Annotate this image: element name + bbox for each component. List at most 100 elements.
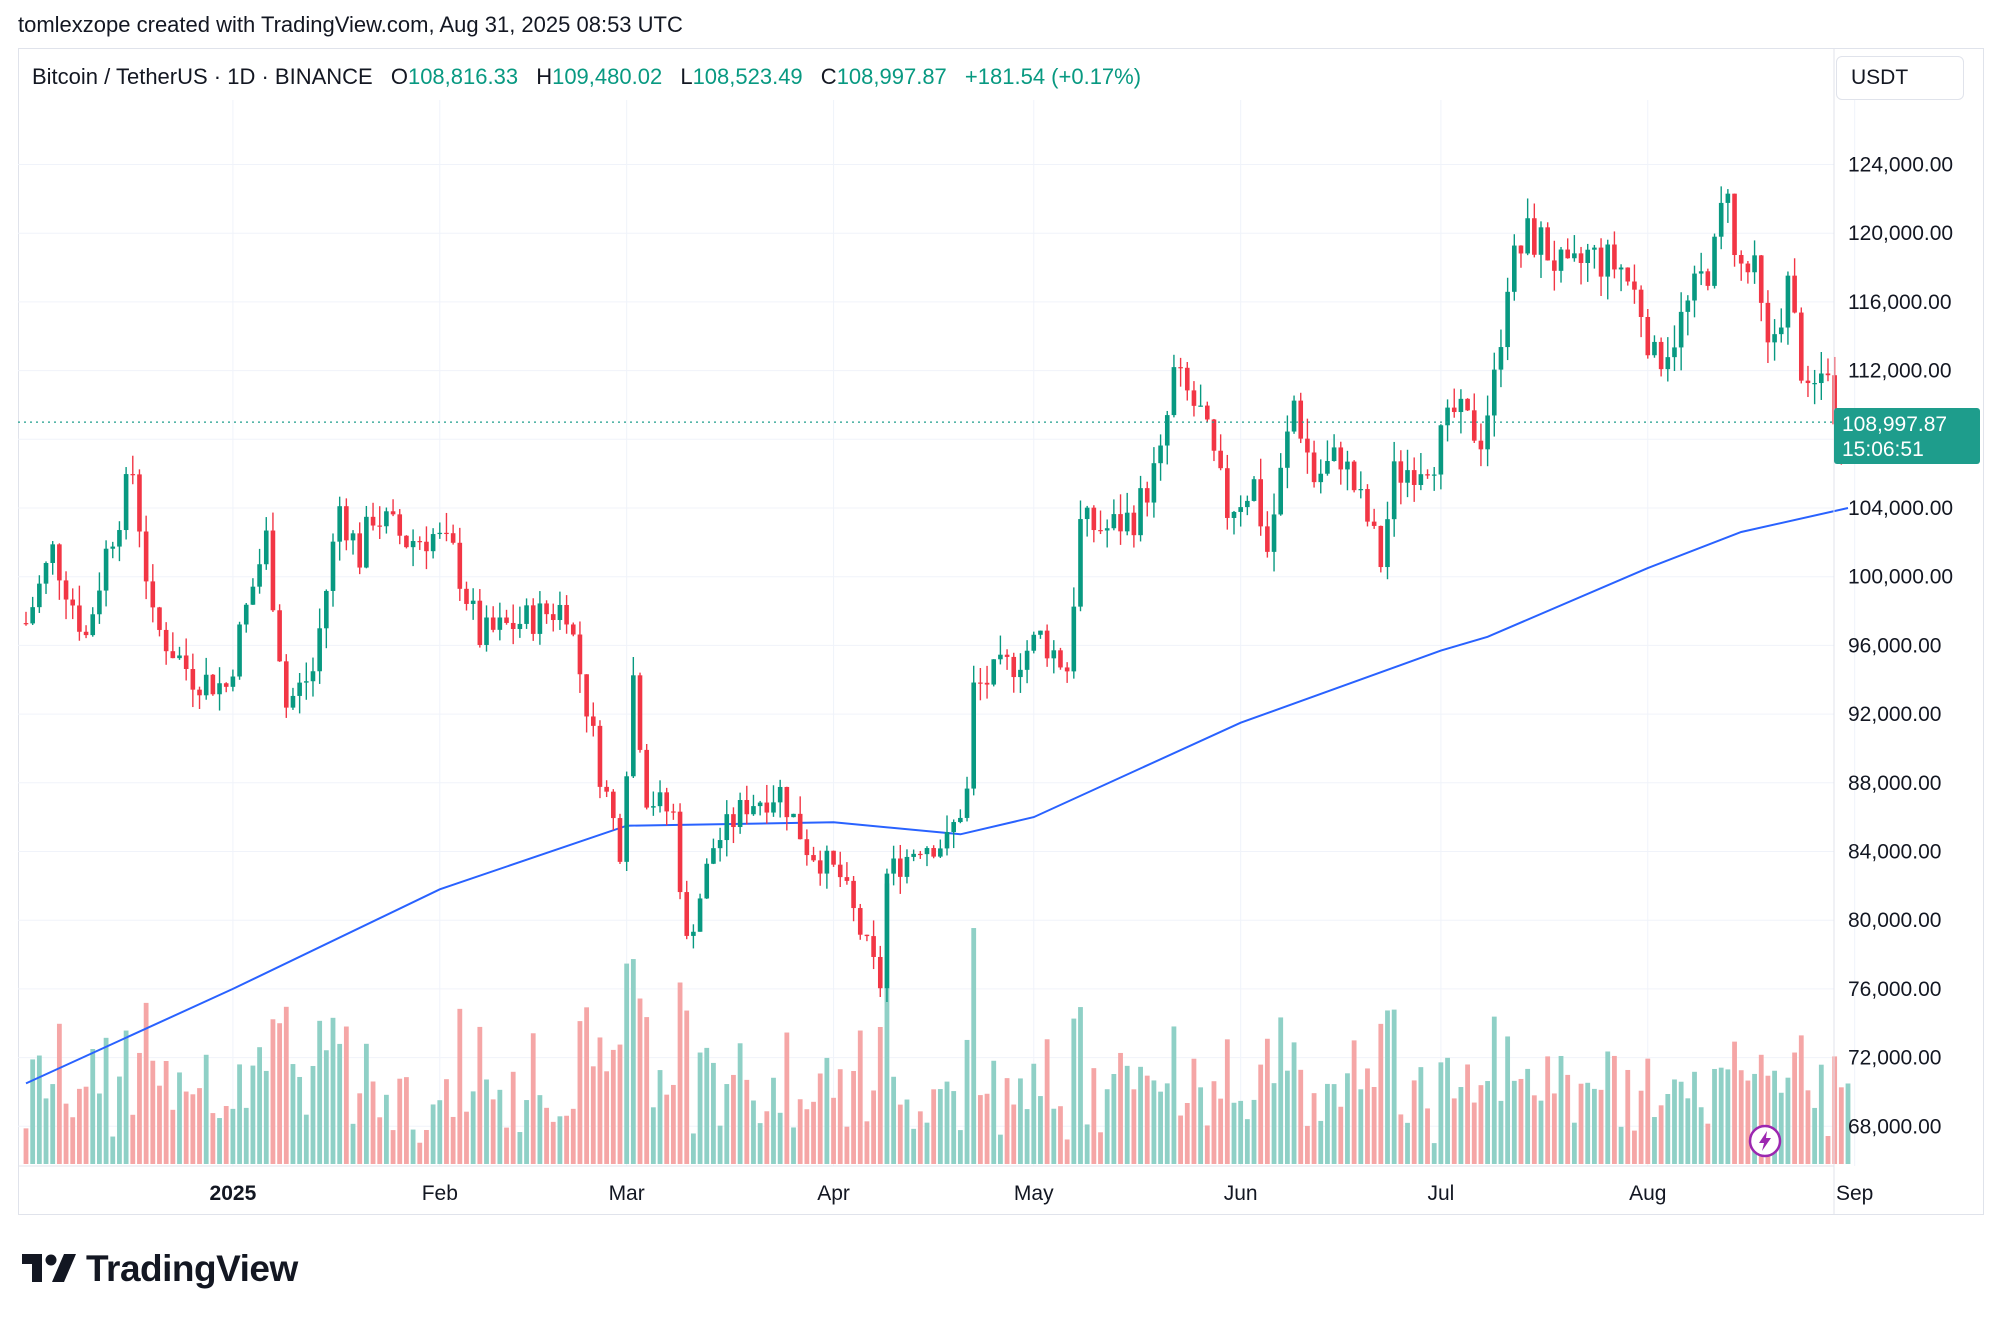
candle-body <box>364 516 369 568</box>
volume-bar <box>777 1112 783 1164</box>
candle-body <box>657 792 663 807</box>
candle-body <box>1451 407 1457 413</box>
volume-bar <box>610 1049 616 1164</box>
volume-bar <box>417 1142 423 1164</box>
tradingview-wordmark: TradingView <box>86 1248 298 1289</box>
candle-body <box>1545 227 1550 261</box>
volume-bar <box>524 1100 529 1164</box>
candle-body <box>550 614 556 621</box>
candle-body <box>1632 281 1637 290</box>
candle-body <box>103 548 109 591</box>
candle-body <box>1298 400 1304 439</box>
candle-body <box>1625 267 1631 282</box>
volume-bar <box>784 1032 790 1164</box>
candle-body <box>1391 461 1397 520</box>
candle-body <box>724 814 730 841</box>
volume-bar <box>1445 1057 1450 1164</box>
volume-bar <box>1071 1018 1077 1164</box>
volume-bar <box>1358 1089 1364 1164</box>
volume-bar <box>971 928 977 1164</box>
candle-body <box>1225 468 1230 518</box>
candle-body <box>1772 334 1777 343</box>
volume-bar <box>1451 1098 1457 1164</box>
volume-bar <box>457 1008 463 1164</box>
candle-body <box>1091 507 1097 531</box>
candle-body <box>1598 247 1604 277</box>
volume-bar <box>657 1070 663 1164</box>
moving-average <box>25 507 1849 1085</box>
volume-bar <box>464 1111 469 1164</box>
volume-bar <box>984 1093 990 1164</box>
candle-body <box>1498 347 1504 370</box>
volume-bar <box>297 1076 303 1164</box>
candle-body <box>110 546 116 549</box>
volume-bar <box>1011 1104 1017 1164</box>
candle-body <box>884 873 890 989</box>
candle-body <box>964 788 970 818</box>
volume-bar <box>1291 1042 1297 1164</box>
y-tick-label: 88,000.00 <box>1848 772 1941 795</box>
volume-bar <box>383 1094 389 1164</box>
candle-body <box>1672 347 1677 358</box>
close-label: C <box>820 64 837 89</box>
symbol-legend: Bitcoin / TetherUS · 1D · BINANCE O108,8… <box>32 64 1141 90</box>
open-label: O <box>390 64 408 89</box>
candle-body <box>1098 530 1103 532</box>
candle-body <box>317 628 322 672</box>
candle-body <box>1291 400 1297 432</box>
volume-bar <box>670 1084 676 1164</box>
volume-bar <box>1845 1083 1851 1164</box>
candle-body <box>590 716 596 726</box>
currency-selector[interactable]: USDT <box>1836 56 1964 100</box>
candle-body <box>684 892 690 936</box>
volume-bar <box>217 1118 222 1164</box>
tradingview-logo[interactable]: TradingView <box>22 1248 298 1290</box>
x-tick-label: Sep <box>1836 1182 1873 1205</box>
y-tick-label: 96,000.00 <box>1848 634 1941 657</box>
candle-body <box>938 848 943 857</box>
candle-body <box>1118 514 1123 532</box>
candle-body <box>390 511 396 515</box>
volume-bar <box>310 1065 316 1164</box>
volume-bar <box>1284 1070 1290 1164</box>
candle-body <box>190 669 196 690</box>
candle-body <box>1104 528 1110 531</box>
bar-countdown: 15:06:51 <box>1842 438 1924 461</box>
candle-body <box>557 604 563 621</box>
volume-bar <box>937 1089 943 1164</box>
candle-body <box>1265 526 1270 552</box>
volume-bar <box>150 1060 156 1164</box>
symbol-name[interactable]: Bitcoin / TetherUS · 1D · BINANCE <box>32 64 373 89</box>
volume-bar <box>23 1128 29 1164</box>
volume-bar <box>497 1089 503 1164</box>
candle-body <box>570 624 576 635</box>
volume-bar <box>303 1114 309 1164</box>
candle-body <box>457 542 463 589</box>
candle-body <box>1398 461 1404 483</box>
x-tick-label: Apr <box>817 1182 850 1205</box>
volume-bar <box>1305 1125 1310 1164</box>
candle-body <box>1271 514 1277 552</box>
volume-bar <box>1264 1038 1270 1164</box>
candle-body <box>1465 398 1470 411</box>
candle-body <box>210 674 216 695</box>
candle-body <box>437 532 443 535</box>
volume-bar <box>1084 1124 1090 1164</box>
candle-body <box>544 603 549 615</box>
volume-bar <box>1311 1093 1317 1164</box>
volume-bar <box>1812 1107 1818 1164</box>
candle-body <box>283 661 289 708</box>
volume-bar <box>744 1079 750 1164</box>
volume-bar <box>1792 1052 1798 1164</box>
candle-body <box>1705 271 1711 286</box>
volume-bar <box>1478 1085 1484 1164</box>
volume-bar <box>270 1019 276 1164</box>
volume-bar <box>557 1116 563 1164</box>
candle-body <box>1131 512 1137 536</box>
candle-body <box>1151 463 1157 503</box>
candle-body <box>337 506 342 542</box>
volume-bar <box>1118 1052 1123 1164</box>
lightning-icon[interactable] <box>1748 1124 1782 1158</box>
volume-bar <box>564 1115 569 1164</box>
